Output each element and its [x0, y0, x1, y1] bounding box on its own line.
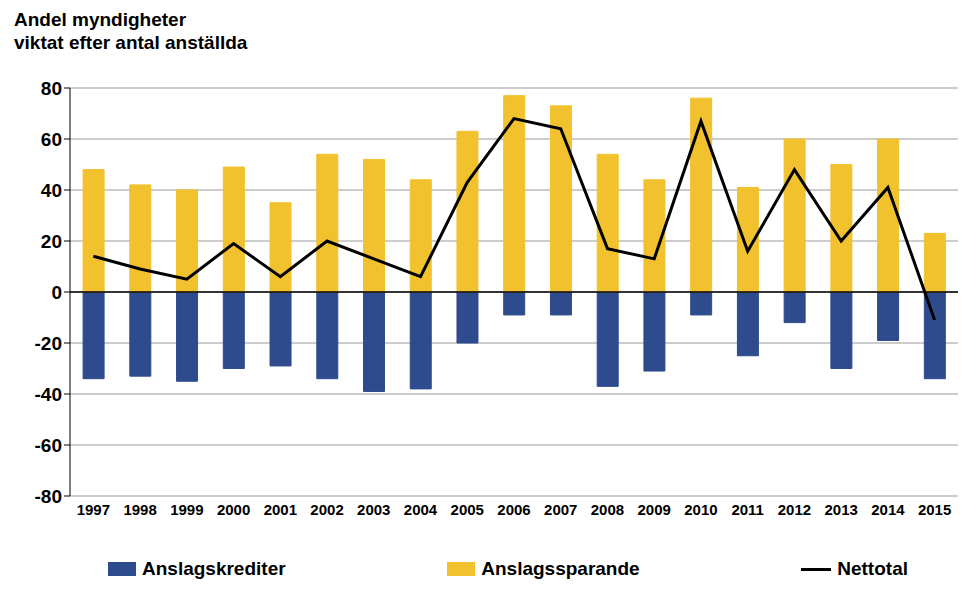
- svg-text:2008: 2008: [591, 501, 624, 518]
- svg-text:0: 0: [51, 282, 62, 303]
- svg-text:1997: 1997: [77, 501, 110, 518]
- svg-text:2002: 2002: [310, 501, 343, 518]
- svg-text:2000: 2000: [217, 501, 250, 518]
- html-text:Anslagssparande: Anslagssparande: [481, 558, 640, 579]
- svg-text:2013: 2013: [824, 501, 857, 518]
- svg-text:1998: 1998: [123, 501, 156, 518]
- svg-text:1999: 1999: [170, 501, 203, 518]
- svg-text:2009: 2009: [638, 501, 671, 518]
- svg-text:2005: 2005: [451, 501, 484, 518]
- html-text:viktat efter antal anställda: viktat efter antal anställda: [14, 32, 248, 53]
- svg-text:-20: -20: [35, 333, 62, 354]
- svg-text:2001: 2001: [264, 501, 297, 518]
- svg-text:2014: 2014: [871, 501, 905, 518]
- svg-text:-40: -40: [35, 384, 62, 405]
- svg-text:2003: 2003: [357, 501, 390, 518]
- svg-text:-80: -80: [35, 486, 62, 507]
- svg-text:2015: 2015: [918, 501, 951, 518]
- svg-text:40: 40: [41, 180, 62, 201]
- svg-text:-60: -60: [35, 435, 62, 456]
- html-text:Anslagskrediter: Anslagskrediter: [142, 558, 286, 579]
- svg-text:60: 60: [41, 129, 62, 150]
- html-text:Andel myndigheter: Andel myndigheter: [14, 9, 187, 30]
- html-text:Nettotal: Nettotal: [837, 558, 908, 579]
- svg-text:2004: 2004: [404, 501, 438, 518]
- svg-text:20: 20: [41, 231, 62, 252]
- svg-text:2012: 2012: [778, 501, 811, 518]
- svg-text:2007: 2007: [544, 501, 577, 518]
- svg-text:2011: 2011: [731, 501, 764, 518]
- svg-text:2006: 2006: [497, 501, 530, 518]
- svg-text:80: 80: [41, 78, 62, 99]
- svg-text:2010: 2010: [684, 501, 717, 518]
